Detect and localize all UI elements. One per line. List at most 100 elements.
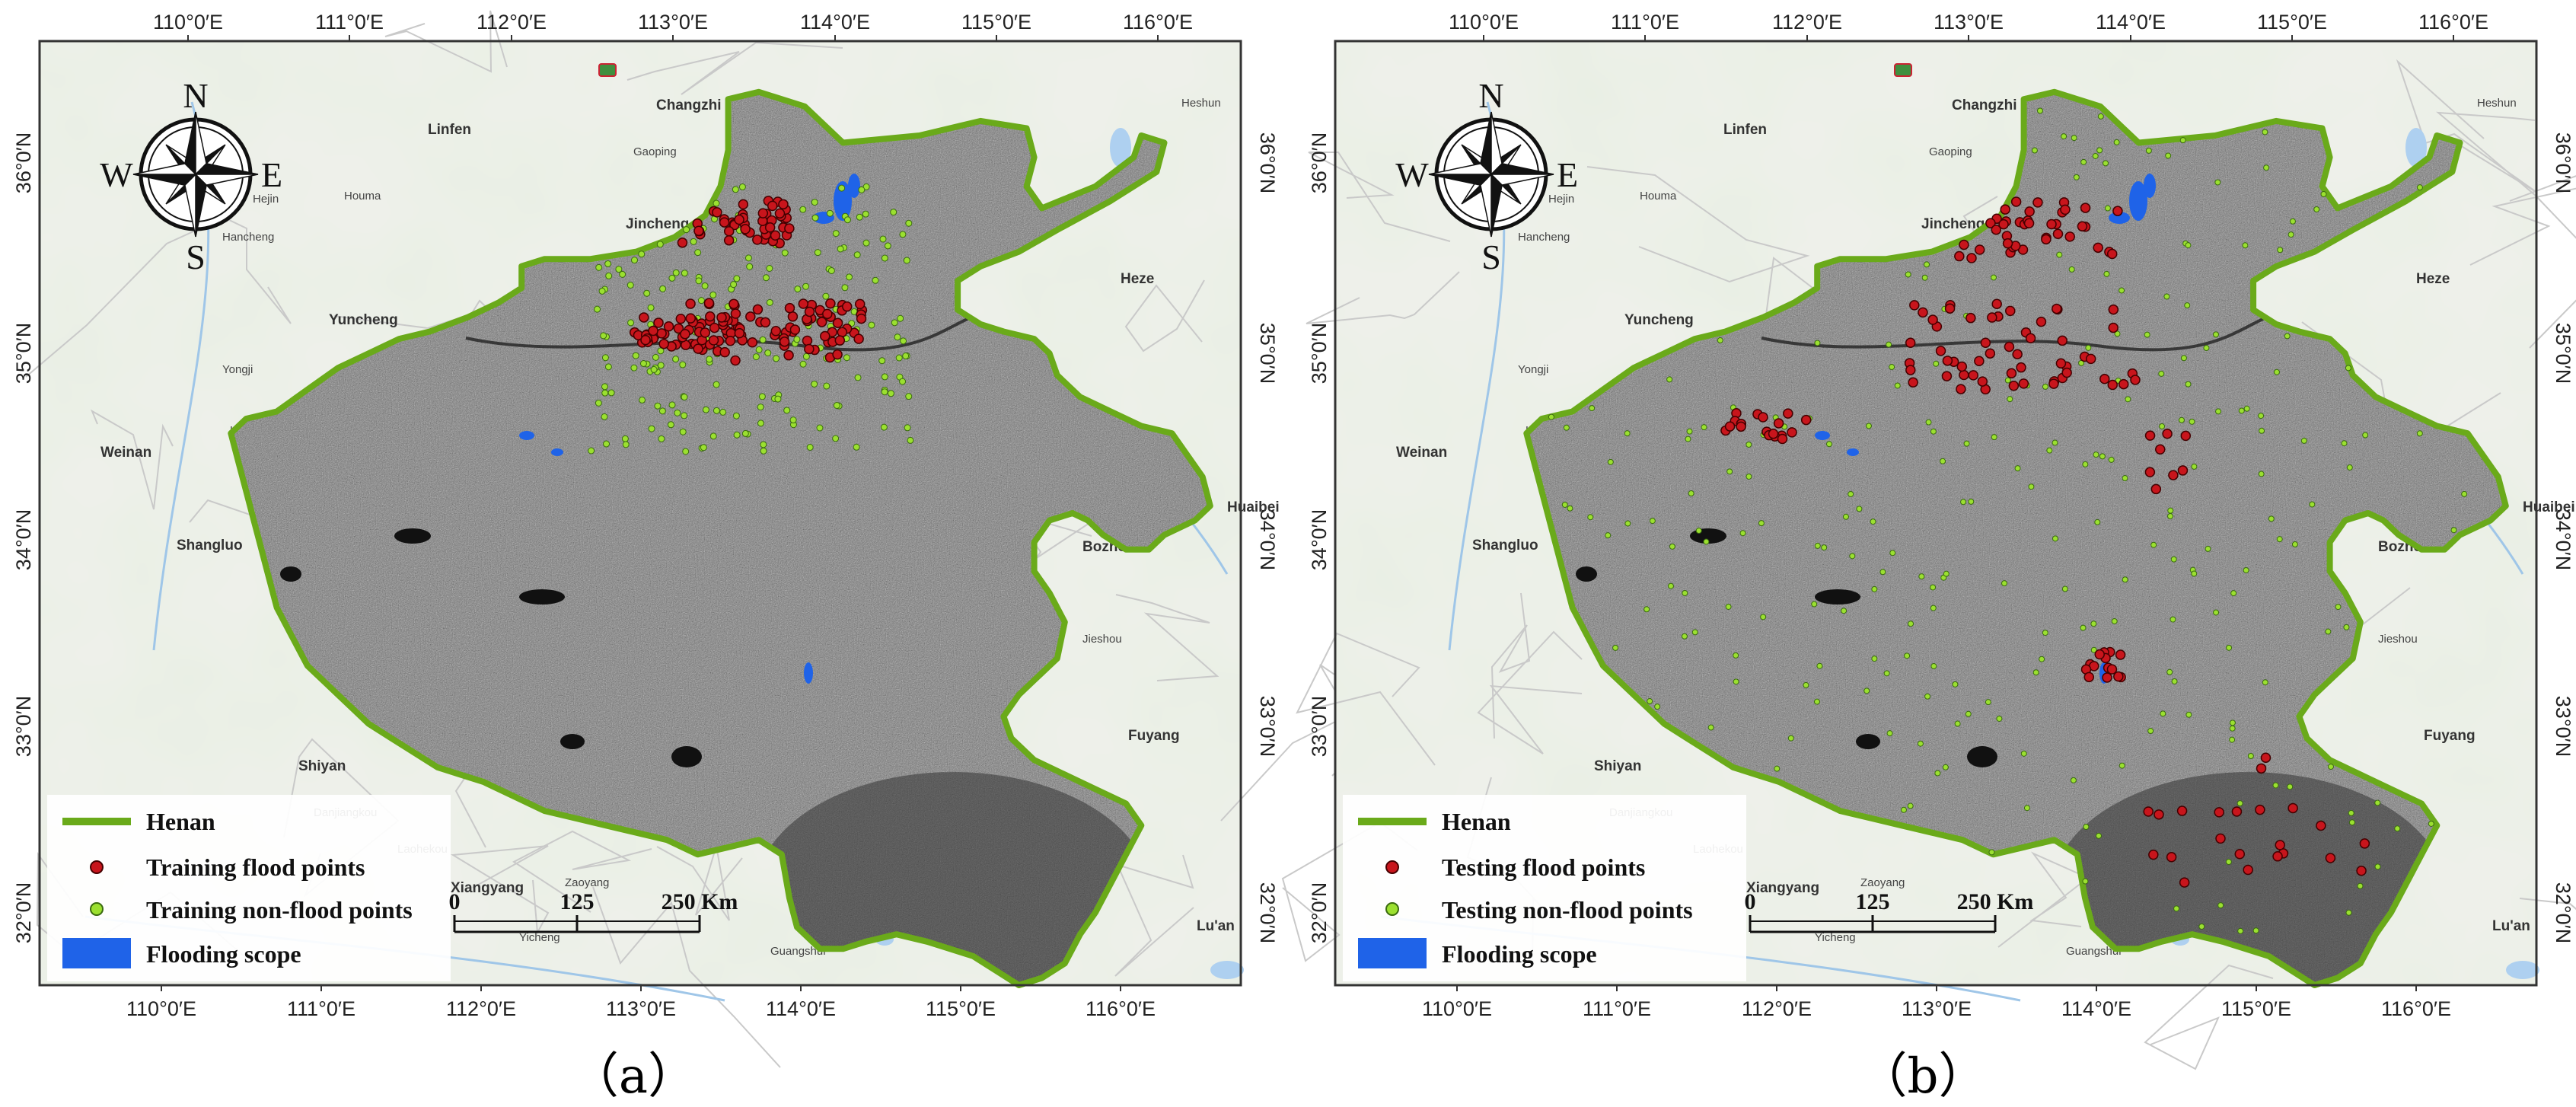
non-flood-point: [766, 298, 773, 306]
non-flood-point: [773, 355, 780, 362]
flood-point: [2168, 470, 2179, 480]
non-flood-point: [604, 260, 612, 267]
flood-point: [774, 208, 786, 219]
non-flood-point: [1963, 440, 1970, 447]
basemap-road: [450, 845, 550, 936]
non-flood-point: [2122, 475, 2128, 482]
non-flood-point: [2039, 656, 2045, 662]
compass-w: W: [1395, 155, 1429, 194]
non-flood-point: [1567, 505, 1573, 512]
non-flood-point: [1686, 428, 1693, 435]
place-label: Hancheng: [222, 231, 274, 244]
non-flood-point: [853, 443, 860, 451]
basemap-lake: [2506, 961, 2539, 979]
legend-scope-swatch: [1358, 938, 1427, 968]
non-flood-point: [1691, 629, 1698, 636]
non-flood-point: [1733, 678, 1739, 685]
flood-point: [2004, 341, 2015, 353]
legend: Henan Testing flood points Testing non-flo…: [1343, 795, 1746, 981]
flood-area: [2109, 212, 2130, 224]
flood-point: [2215, 833, 2226, 844]
non-flood-point: [2229, 736, 2236, 743]
non-flood-point: [843, 354, 850, 362]
non-flood-point: [2263, 164, 2270, 171]
non-flood-point: [2104, 205, 2111, 212]
flood-point: [2106, 664, 2118, 675]
non-flood-point: [639, 396, 646, 404]
flood-point: [745, 311, 756, 322]
non-flood-point: [626, 281, 634, 289]
water-body: [394, 528, 431, 544]
basemap-road: [384, 10, 508, 73]
place-label: Heshun: [2477, 97, 2517, 110]
caption-a: （a）: [569, 1048, 697, 1105]
non-flood-point: [2036, 107, 2043, 114]
basemap-road: [512, 830, 652, 913]
place-label: Lu'an: [1197, 918, 1235, 934]
scale-end: 250 Km: [662, 889, 738, 914]
non-flood-point: [2191, 570, 2198, 577]
non-flood-point: [2184, 302, 2191, 309]
flood-point: [1944, 303, 1956, 314]
non-flood-point: [601, 354, 609, 362]
non-flood-point: [2042, 383, 2048, 390]
flood-point: [719, 346, 730, 358]
place-label: Yongji: [1518, 363, 1548, 376]
flood-point: [767, 200, 778, 212]
non-flood-point: [598, 287, 606, 295]
flood-point: [680, 329, 690, 340]
non-flood-point: [672, 356, 680, 363]
non-flood-point: [732, 412, 740, 420]
non-flood-point: [1863, 687, 1870, 694]
flood-point: [2316, 820, 2326, 831]
lon-label-top: 112°0′E: [477, 11, 547, 33]
non-flood-point: [890, 209, 897, 216]
non-flood-point: [2268, 515, 2275, 522]
non-flood-point: [1605, 532, 1612, 539]
flood-point: [2150, 483, 2162, 495]
place-label: Shiyan: [298, 758, 346, 774]
non-flood-point: [683, 226, 690, 234]
compass-n: N: [183, 76, 208, 115]
flood-point: [820, 330, 831, 342]
flood-point: [2130, 375, 2141, 385]
lon-label-bottom: 111°0′E: [1583, 997, 1651, 1020]
non-flood-point: [757, 420, 764, 427]
non-flood-point: [2252, 927, 2259, 934]
non-flood-point: [856, 213, 863, 221]
non-flood-point: [2262, 129, 2268, 136]
basemap-road: [1586, 166, 1810, 283]
map-frame-a: Changzhi Linfen Jincheng Yuncheng Weinan Shan…: [12, 10, 1376, 1068]
flood-point: [693, 343, 703, 354]
flood-point: [832, 317, 843, 328]
legend-nonflood-swatch: [90, 902, 104, 916]
place-label: Linfen: [1723, 122, 1767, 138]
flood-point: [2107, 379, 2119, 391]
flood-point: [804, 306, 815, 317]
non-flood-point: [799, 360, 807, 368]
flood-point: [784, 223, 795, 234]
flood-point: [1909, 300, 1920, 311]
non-flood-point: [2243, 566, 2249, 573]
non-flood-point: [2170, 616, 2176, 623]
non-flood-point: [2173, 905, 2180, 912]
legend-scope-label: Flooding scope: [1442, 940, 1597, 968]
basemap-road: [656, 845, 743, 921]
non-flood-point: [1624, 430, 1631, 437]
flood-point: [2260, 752, 2272, 763]
non-flood-point: [858, 186, 866, 193]
lat-label-left: 35°0′N: [1308, 323, 1331, 384]
non-flood-point: [1688, 490, 1694, 497]
non-flood-point: [899, 231, 907, 238]
flood-point: [639, 312, 649, 323]
flood-point: [2144, 467, 2156, 477]
non-flood-point: [872, 276, 879, 284]
non-flood-point: [719, 408, 727, 416]
non-flood-point: [1695, 528, 1702, 534]
legend-boundary-label: Henan: [146, 808, 215, 835]
non-flood-point: [601, 389, 609, 397]
non-flood-point: [2291, 541, 2298, 547]
non-flood-point: [884, 242, 891, 250]
non-flood-point: [619, 270, 626, 278]
non-flood-point: [2416, 184, 2423, 191]
